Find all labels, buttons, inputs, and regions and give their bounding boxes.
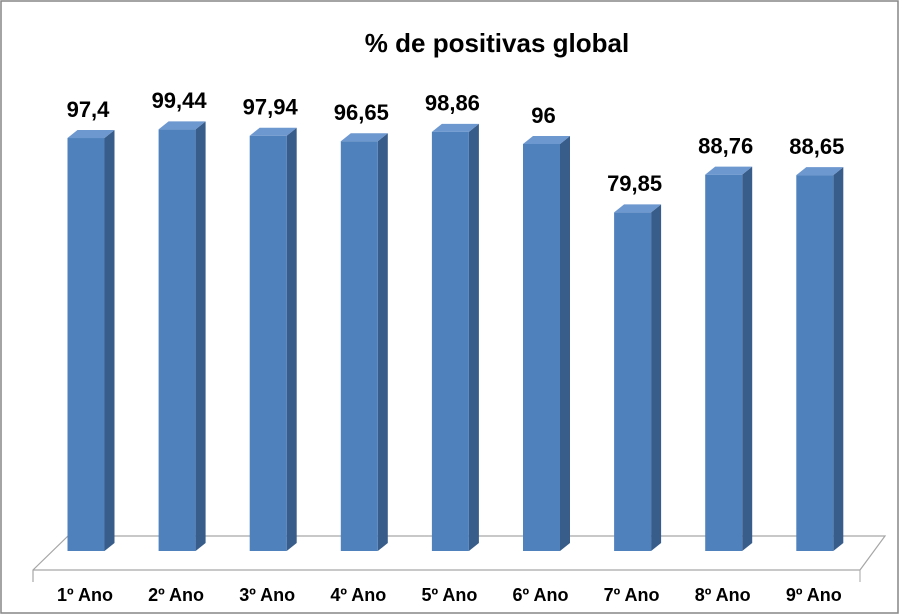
bar [705,166,753,551]
bar [796,167,844,551]
bar [158,121,206,552]
bar-top [249,127,297,136]
bar-top [523,135,570,144]
x-tick-label: 8º Ano [695,585,751,605]
bar-front [796,175,834,551]
bar-side [560,135,570,551]
value-label: 97,4 [67,97,111,122]
x-tick-label: 9º Ano [786,585,842,605]
bar-side [104,130,115,552]
bar [249,127,297,551]
bar [431,123,479,551]
x-tick-label: 4º Ano [330,585,386,605]
bar [67,130,115,552]
bar-side [377,133,388,552]
bar-side [286,127,297,551]
bar-top [158,121,206,130]
x-tick-label: 2º Ano [148,585,204,605]
bar-top [796,167,844,176]
bar-front [705,174,743,551]
bar [340,133,388,552]
bar-front [431,131,469,551]
bar-front [340,141,378,552]
bar-side [742,166,753,551]
x-tick-label: 1º Ano [57,585,113,605]
chart-title: % de positivas global [365,28,629,58]
bar-top [705,166,753,175]
x-tick-label: 5º Ano [421,585,477,605]
bar-top [431,123,479,132]
bar-top [67,130,115,139]
bar-top [614,204,662,213]
value-label: 97,94 [243,95,299,120]
bar-side [195,121,206,552]
bar [523,135,570,551]
value-label: 96,65 [334,100,389,125]
value-label: 99,44 [152,88,208,113]
x-tick-label: 6º Ano [513,585,569,605]
x-tick-label: 3º Ano [239,585,295,605]
bar-front [67,138,105,552]
bar-side [651,204,662,551]
bar-front [523,143,560,551]
bar-side [468,123,479,551]
value-label: 79,85 [607,171,662,196]
value-label: 96 [531,103,555,128]
value-label: 88,76 [698,133,753,158]
bar-front [614,212,652,551]
value-label: 88,65 [789,134,844,159]
value-label: 98,86 [425,91,480,116]
bar [614,204,662,551]
bar-side [833,167,844,551]
bar-front [158,129,196,552]
x-tick-label: 7º Ano [604,585,660,605]
bar-top [340,133,388,142]
bar-front [249,135,287,551]
